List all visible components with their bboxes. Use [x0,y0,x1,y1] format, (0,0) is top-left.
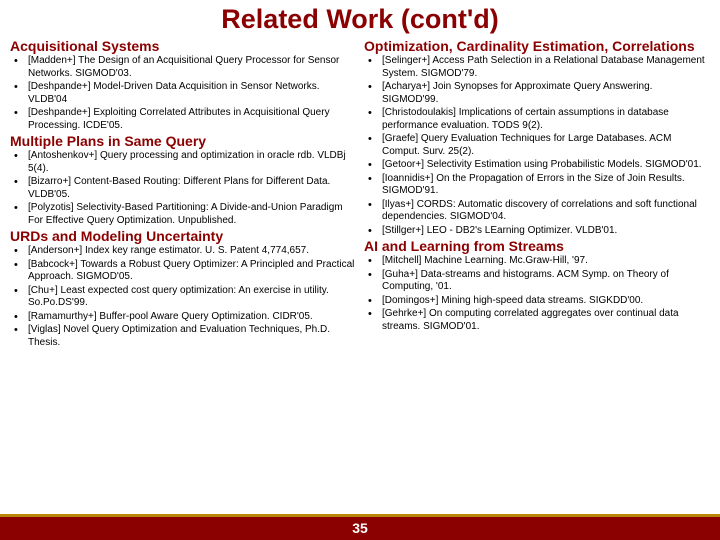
reference-list: [Madden+] The Design of an Acquisitional… [10,55,356,132]
reference-item: [Chu+] Least expected cost query optimiz… [10,285,356,310]
content-columns: Acquisitional Systems[Madden+] The Desig… [0,37,720,507]
reference-item: [Selinger+] Access Path Selection in a R… [364,55,710,80]
left-column: Acquisitional Systems[Madden+] The Desig… [6,37,360,507]
reference-item: [Antoshenkov+] Query processing and opti… [10,150,356,175]
reference-item: [Christodoulakis] Implications of certai… [364,107,710,132]
reference-item: [Babcock+] Towards a Robust Query Optimi… [10,259,356,284]
reference-item: [Ramamurthy+] Buffer-pool Aware Query Op… [10,311,356,324]
right-column: Optimization, Cardinality Estimation, Co… [360,37,714,507]
slide-title: Related Work (cont'd) [0,0,720,37]
reference-list: [Antoshenkov+] Query processing and opti… [10,150,356,227]
reference-item: [Ioannidis+] On the Propagation of Error… [364,173,710,198]
section-heading: Multiple Plans in Same Query [10,133,356,149]
page-number: 35 [352,520,368,536]
reference-item: [Anderson+] Index key range estimator. U… [10,245,356,258]
reference-list: [Anderson+] Index key range estimator. U… [10,245,356,349]
reference-item: [Stillger+] LEO - DB2's LEarning Optimiz… [364,225,710,238]
reference-item: [Graefe] Query Evaluation Techniques for… [364,133,710,158]
section-heading: Acquisitional Systems [10,38,356,54]
reference-item: [Gehrke+] On computing correlated aggreg… [364,308,710,333]
reference-item: [Deshpande+] Model-Driven Data Acquisiti… [10,81,356,106]
section-heading: AI and Learning from Streams [364,238,710,254]
reference-item: [Ilyas+] CORDS: Automatic discovery of c… [364,199,710,224]
reference-item: [Mitchell] Machine Learning. Mc.Graw-Hil… [364,255,710,268]
footer-bar: 35 [0,514,720,540]
reference-item: [Bizarro+] Content-Based Routing: Differ… [10,176,356,201]
reference-item: [Polyzotis] Selectivity-Based Partitioni… [10,202,356,227]
reference-item: [Deshpande+] Exploiting Correlated Attri… [10,107,356,132]
reference-item: [Madden+] The Design of an Acquisitional… [10,55,356,80]
reference-list: [Mitchell] Machine Learning. Mc.Graw-Hil… [364,255,710,333]
reference-item: [Getoor+] Selectivity Estimation using P… [364,159,710,172]
reference-item: [Viglas] Novel Query Optimization and Ev… [10,324,356,349]
reference-item: [Acharya+] Join Synopses for Approximate… [364,81,710,106]
reference-item: [Guha+] Data-streams and histograms. ACM… [364,269,710,294]
reference-item: [Domingos+] Mining high-speed data strea… [364,295,710,308]
reference-list: [Selinger+] Access Path Selection in a R… [364,55,710,237]
section-heading: Optimization, Cardinality Estimation, Co… [364,38,710,54]
section-heading: URDs and Modeling Uncertainty [10,228,356,244]
